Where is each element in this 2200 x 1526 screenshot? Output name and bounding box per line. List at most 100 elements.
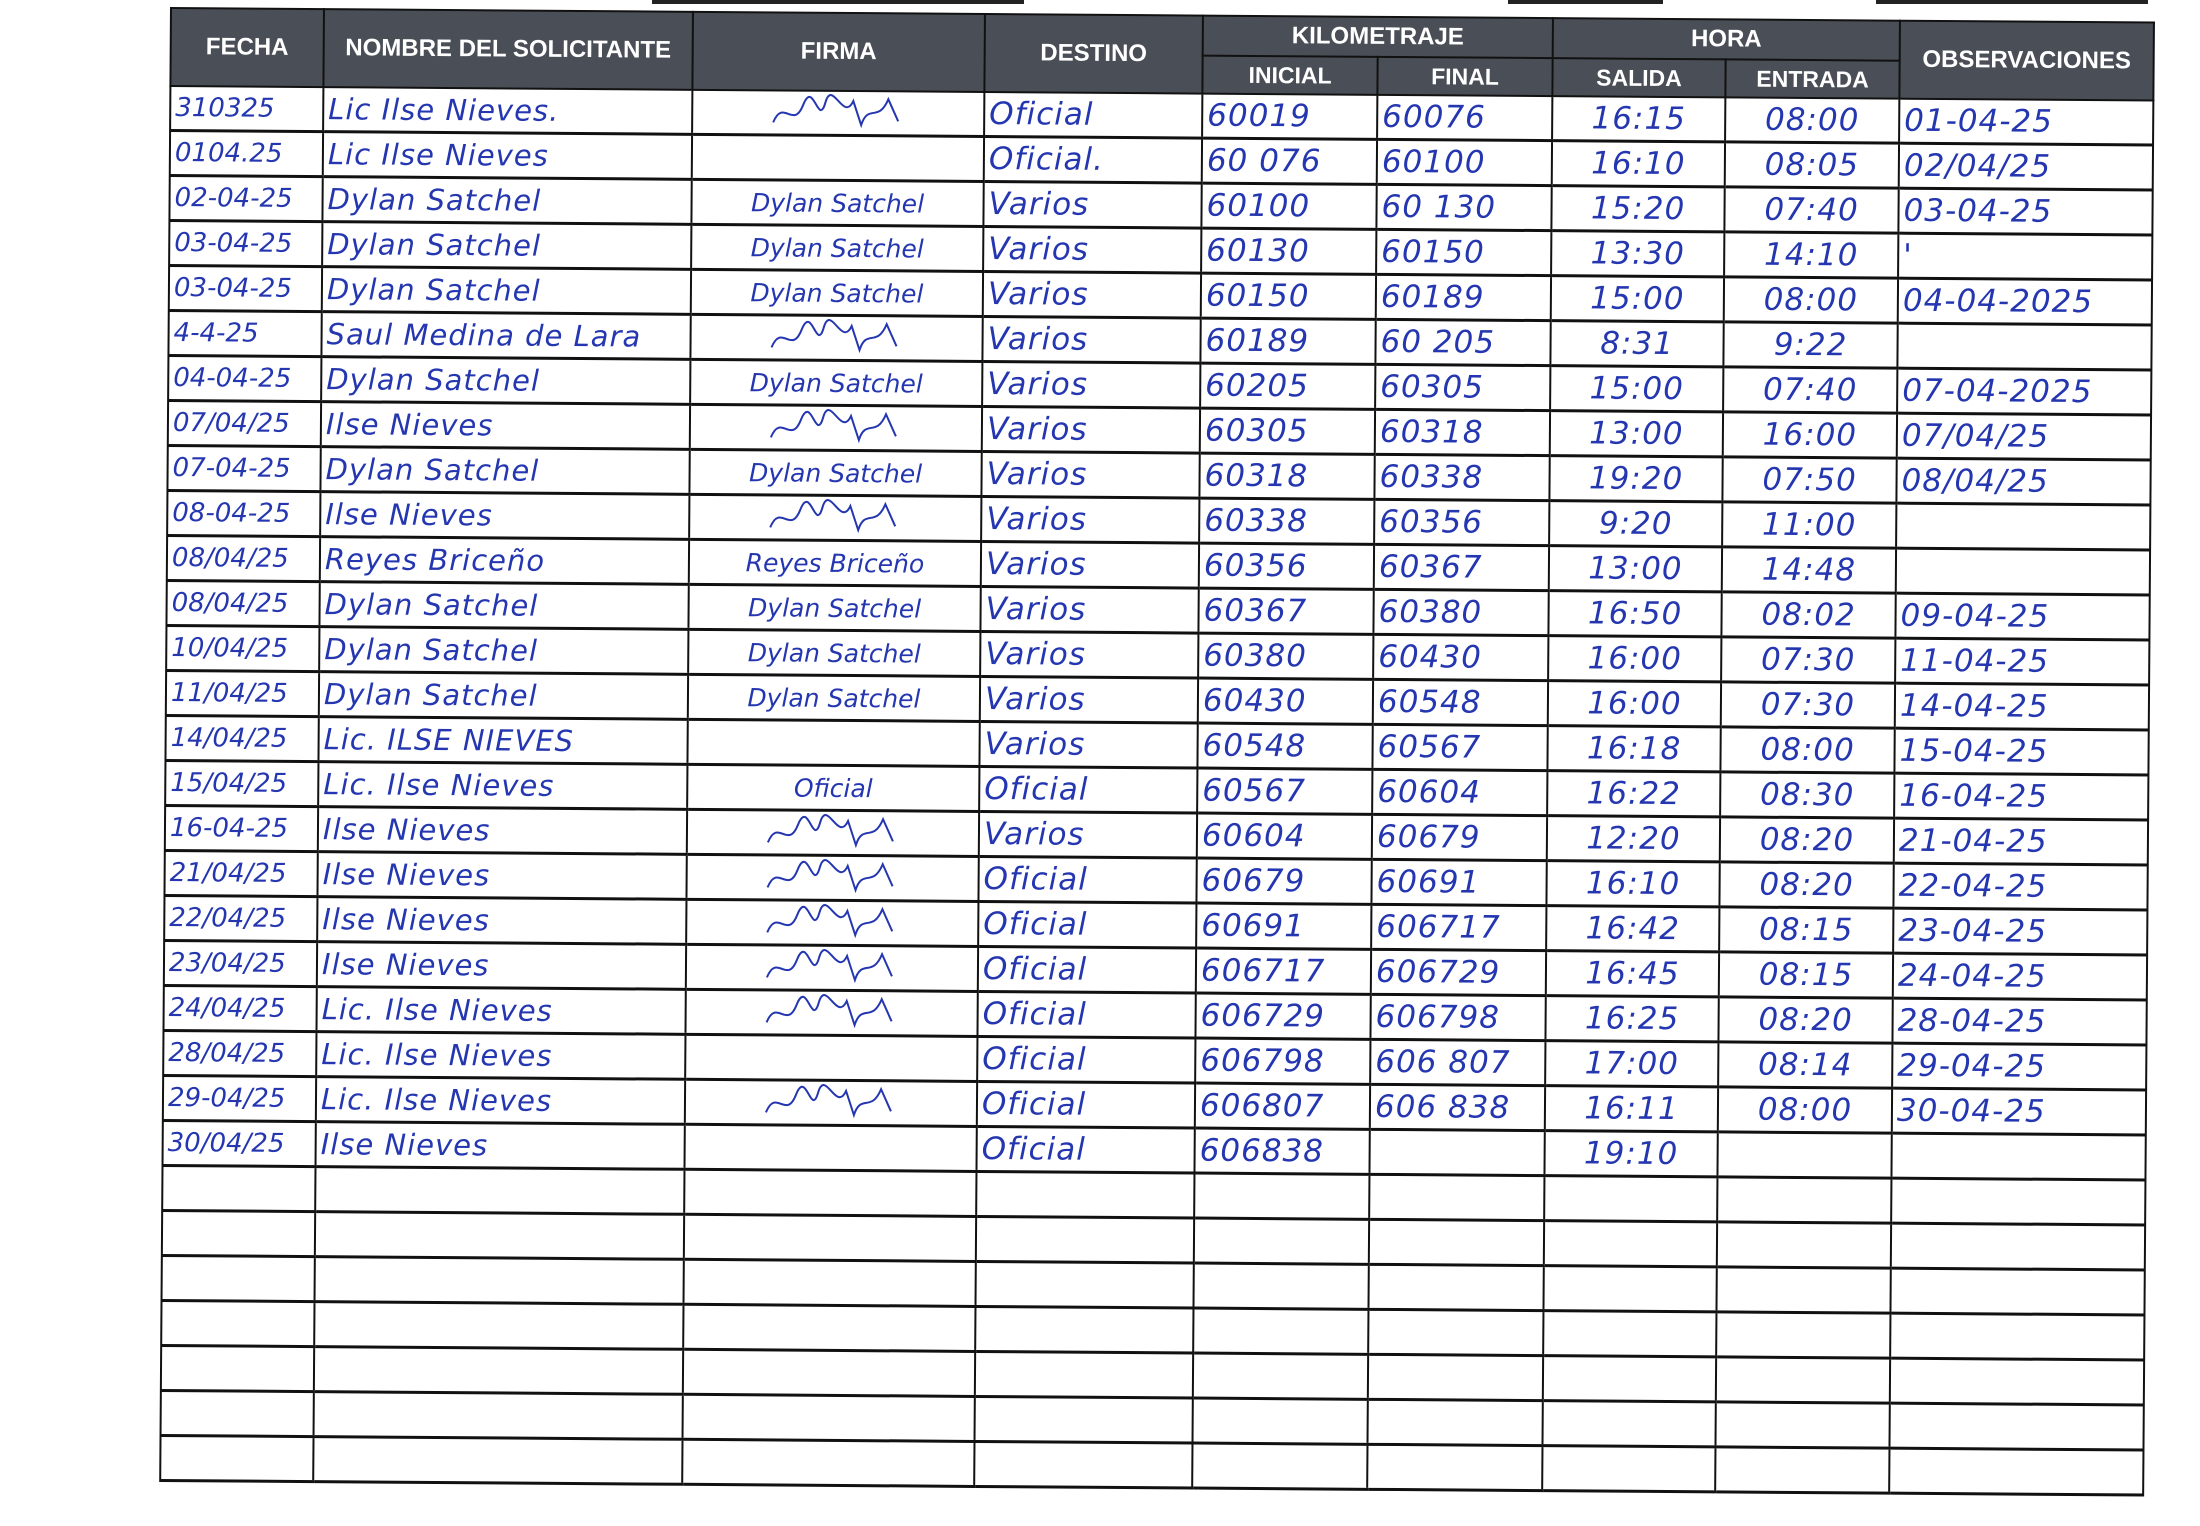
- cell-observaciones[interactable]: [1889, 1358, 2145, 1406]
- cell-salida: 16:25: [1545, 995, 1719, 1042]
- cell-entrada[interactable]: [1715, 1446, 1890, 1494]
- cell-km-inicial: 606838: [1194, 1128, 1370, 1175]
- cell-km-inicial: 60150: [1200, 273, 1377, 320]
- cell-firma[interactable]: [683, 1304, 976, 1352]
- cell-destino[interactable]: [975, 1216, 1195, 1264]
- cell-firma: Dylan Satchel: [690, 269, 984, 317]
- cell-observaciones[interactable]: [1890, 1313, 2145, 1361]
- cell-km-inicial: 606729: [1195, 993, 1371, 1040]
- cell-km-inicial[interactable]: [1192, 1353, 1369, 1400]
- cell-salida[interactable]: [1542, 1445, 1716, 1492]
- cell-nombre[interactable]: [313, 1391, 683, 1440]
- cell-nombre: Ilse Nieves: [315, 1121, 685, 1170]
- cell-salida[interactable]: [1542, 1400, 1716, 1447]
- cell-km-inicial[interactable]: [1193, 1263, 1369, 1310]
- cell-salida[interactable]: [1543, 1310, 1717, 1357]
- cell-km-inicial[interactable]: [1192, 1443, 1368, 1490]
- cell-nombre[interactable]: [314, 1211, 685, 1260]
- cell-destino[interactable]: [975, 1306, 1194, 1354]
- cell-destino: Oficial: [978, 901, 1197, 949]
- cell-km-inicial[interactable]: [1194, 1173, 1370, 1220]
- cell-destino[interactable]: [976, 1171, 1195, 1219]
- cell-km-final[interactable]: [1367, 1399, 1543, 1446]
- cell-km-inicial: 60 076: [1201, 138, 1378, 185]
- cell-entrada: 08:00: [1725, 97, 1900, 144]
- cell-fecha[interactable]: [162, 1165, 316, 1212]
- cell-firma[interactable]: [682, 1439, 975, 1487]
- cell-firma[interactable]: [682, 1394, 975, 1442]
- cell-firma[interactable]: [684, 1169, 977, 1217]
- cell-nombre: Dylan Satchel: [318, 671, 689, 720]
- cell-destino: Oficial: [978, 856, 1197, 904]
- cell-destino[interactable]: [974, 1351, 1194, 1399]
- cell-destino: Oficial.: [983, 136, 1203, 184]
- signature-scribble-icon: [765, 949, 893, 984]
- cell-firma: [691, 134, 985, 182]
- cell-nombre[interactable]: [314, 1301, 684, 1350]
- cell-entrada[interactable]: [1715, 1401, 1890, 1449]
- cell-observaciones: 09-04-25: [1895, 593, 2150, 641]
- cell-destino: Varios: [982, 271, 1202, 319]
- cell-salida[interactable]: [1543, 1220, 1718, 1267]
- cell-fecha[interactable]: [160, 1390, 314, 1437]
- cell-km-inicial[interactable]: [1193, 1308, 1369, 1355]
- cell-destino[interactable]: [975, 1261, 1194, 1309]
- cell-observaciones[interactable]: [1889, 1448, 2144, 1496]
- cell-km-final[interactable]: [1368, 1264, 1544, 1311]
- cell-firma[interactable]: [683, 1259, 976, 1307]
- cell-entrada: 08:30: [1720, 771, 1895, 819]
- cell-nombre[interactable]: [314, 1256, 684, 1305]
- cell-km-final[interactable]: [1367, 1354, 1544, 1401]
- cell-destino: Oficial: [977, 946, 1197, 994]
- cell-entrada: 9:22: [1723, 321, 1898, 369]
- cell-nombre: Ilse Nieves: [317, 896, 687, 945]
- cell-entrada[interactable]: [1715, 1356, 1891, 1404]
- cell-fecha[interactable]: [161, 1210, 316, 1257]
- cell-salida[interactable]: [1543, 1265, 1717, 1312]
- cell-entrada[interactable]: [1716, 1221, 1892, 1269]
- cell-observaciones[interactable]: [1890, 1223, 2146, 1271]
- cell-firma[interactable]: [682, 1349, 976, 1397]
- cell-km-final: 60150: [1376, 229, 1552, 276]
- cell-observaciones[interactable]: [1891, 1178, 2146, 1226]
- cell-entrada: 07:40: [1724, 186, 1899, 234]
- cell-nombre[interactable]: [313, 1346, 684, 1395]
- cell-km-final[interactable]: [1369, 1174, 1545, 1221]
- cell-entrada[interactable]: [1716, 1266, 1891, 1314]
- cell-entrada[interactable]: [1717, 1176, 1892, 1224]
- cell-nombre: Lic Ilse Nieves.: [323, 87, 693, 135]
- cell-observaciones: 11-04-25: [1895, 638, 2150, 686]
- cell-entrada: 08:00: [1720, 726, 1895, 774]
- cell-fecha[interactable]: [160, 1345, 315, 1392]
- cell-observaciones: [1895, 548, 2151, 596]
- cell-destino[interactable]: [974, 1441, 1193, 1489]
- cell-km-final[interactable]: [1368, 1219, 1545, 1266]
- cell-destino: Varios: [981, 451, 1200, 499]
- cell-km-final[interactable]: [1367, 1444, 1543, 1491]
- cell-observaciones[interactable]: [1889, 1403, 2144, 1451]
- cell-destino[interactable]: [974, 1396, 1193, 1444]
- cell-km-inicial[interactable]: [1192, 1398, 1368, 1445]
- cell-observaciones[interactable]: [1890, 1268, 2145, 1316]
- cell-observaciones: 14-04-25: [1894, 683, 2150, 731]
- cell-nombre[interactable]: [315, 1166, 685, 1215]
- cell-nombre[interactable]: [313, 1436, 683, 1485]
- cell-entrada: 14:48: [1721, 546, 1897, 594]
- cell-fecha[interactable]: [161, 1300, 315, 1347]
- cell-km-final[interactable]: [1368, 1309, 1544, 1356]
- cell-km-inicial[interactable]: [1193, 1218, 1370, 1265]
- cell-salida: 16:42: [1546, 905, 1720, 952]
- cell-salida[interactable]: [1544, 1175, 1718, 1222]
- cell-salida: 16:10: [1546, 860, 1720, 907]
- cell-salida[interactable]: [1542, 1355, 1717, 1402]
- cell-entrada: 08:15: [1718, 951, 1894, 999]
- cell-fecha[interactable]: [161, 1255, 315, 1302]
- cell-fecha[interactable]: [160, 1435, 314, 1482]
- cell-firma: Dylan Satchel: [691, 179, 984, 227]
- cell-entrada[interactable]: [1716, 1311, 1891, 1359]
- cell-nombre: Lic. Ilse Nieves: [316, 986, 686, 1035]
- signature-scribble-icon: [772, 94, 900, 129]
- cell-entrada: 08:20: [1719, 861, 1894, 909]
- header-salida: SALIDA: [1552, 58, 1726, 98]
- cell-firma[interactable]: [683, 1214, 977, 1262]
